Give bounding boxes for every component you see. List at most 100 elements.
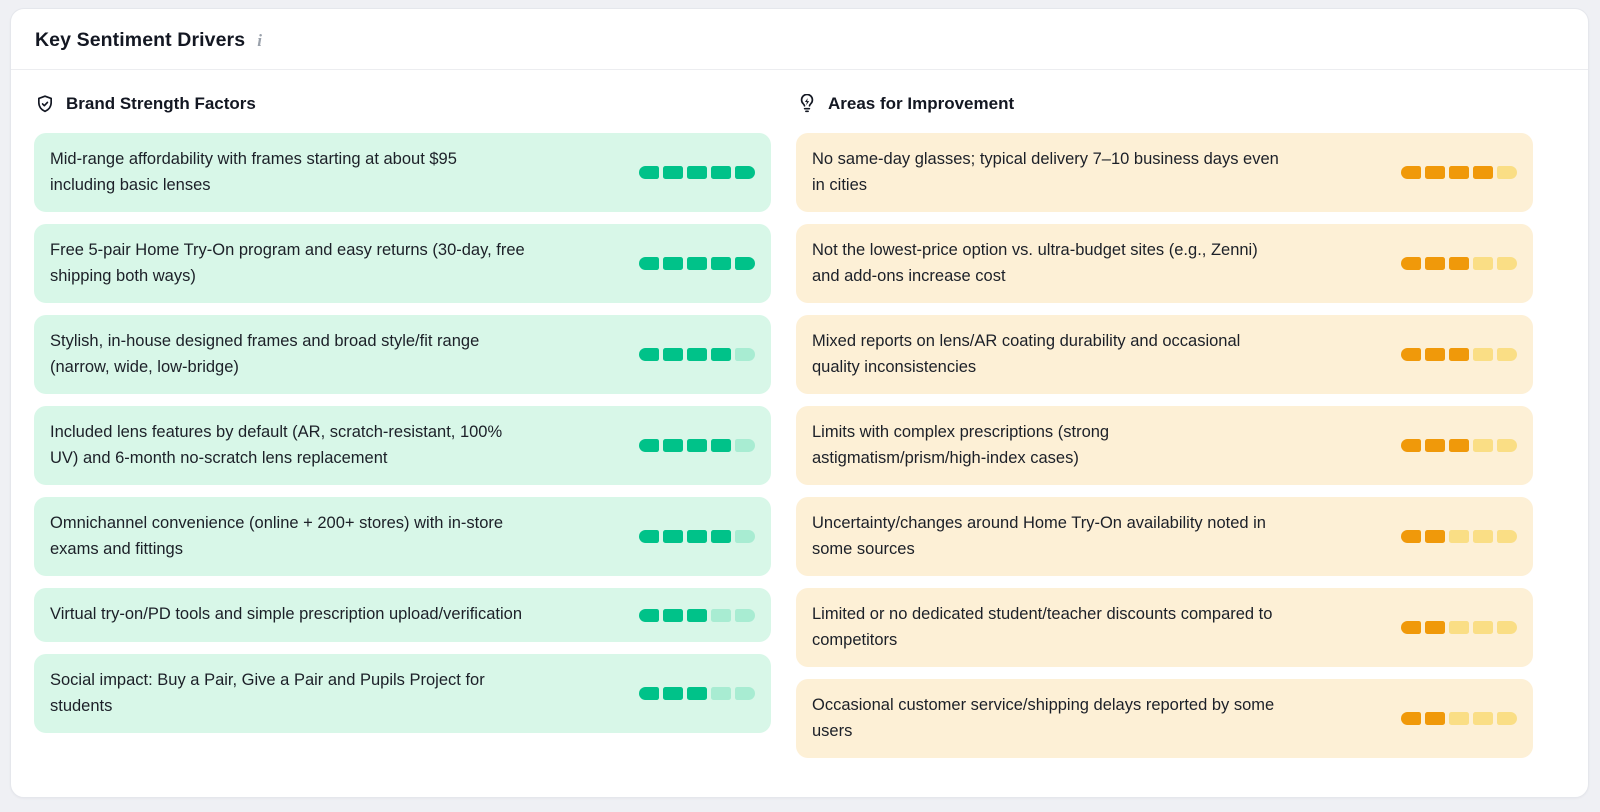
driver-text: Social impact: Buy a Pair, Give a Pair a… [50,671,485,715]
key-sentiment-drivers-panel: Key Sentiment Drivers i Brand Strength F… [10,8,1589,798]
driver-text: Occasional customer service/shipping del… [812,696,1275,740]
bar-segment-empty [735,348,755,361]
strength-card: Mid-range affordability with frames star… [34,133,771,212]
bar-segment-filled [1401,257,1421,270]
bar-segment-filled [711,439,731,452]
bar-segment-filled [639,166,659,179]
bar-segment-filled [687,348,707,361]
improvement-card: Occasional customer service/shipping del… [796,679,1533,758]
bar-segment-filled [639,687,659,700]
bar-segment-filled [687,166,707,179]
bar-segment-filled [687,687,707,700]
panel-body: Brand Strength Factors Mid-range afforda… [11,70,1588,758]
sentiment-score-bar [1401,530,1517,543]
bar-segment-empty [1497,712,1517,725]
bar-segment-empty [735,687,755,700]
bar-segment-filled [1425,439,1445,452]
bar-segment-filled [663,439,683,452]
driver-text: Limits with complex prescriptions (stron… [812,423,1110,467]
bar-segment-empty [735,608,755,622]
sentiment-score-bar [639,608,755,622]
bar-segment-filled [639,348,659,361]
sentiment-score-bar [639,348,755,361]
bar-segment-empty [1497,257,1517,270]
improvement-card: Not the lowest-price option vs. ultra-bu… [796,224,1533,303]
bar-segment-empty [1473,530,1493,543]
areas-improvement-heading: Areas for Improvement [828,94,1015,113]
bar-segment-filled [1401,348,1421,361]
bar-segment-empty [1497,530,1517,543]
bar-segment-filled [735,166,755,179]
bar-segment-filled [1449,166,1469,179]
bar-segment-empty [1497,348,1517,361]
bar-segment-empty [1473,439,1493,452]
driver-text: Free 5-pair Home Try-On program and easy… [50,241,525,285]
bar-segment-filled [1425,530,1445,543]
bar-segment-filled [1401,439,1421,452]
bar-segment-empty [711,608,731,622]
sentiment-score-bar [1401,166,1517,179]
areas-improvement-list: No same-day glasses; typical delivery 7–… [796,133,1533,758]
sentiment-score-bar [1401,257,1517,270]
driver-text: Not the lowest-price option vs. ultra-bu… [812,241,1258,285]
bar-segment-filled [735,257,755,270]
sentiment-score-bar [639,257,755,270]
driver-text: No same-day glasses; typical delivery 7–… [812,150,1279,194]
driver-text: Omnichannel convenience (online + 200+ s… [50,514,504,558]
bar-segment-filled [711,166,731,179]
strength-card: Virtual try-on/PD tools and simple presc… [34,588,771,642]
bar-segment-filled [687,257,707,270]
bar-segment-filled [687,439,707,452]
column-areas-for-improvement: Areas for Improvement No same-day glasse… [796,94,1533,758]
bar-segment-empty [1449,621,1469,634]
bar-segment-filled [639,608,659,622]
bar-segment-empty [1449,530,1469,543]
bar-segment-filled [663,348,683,361]
bar-segment-filled [687,608,707,622]
bar-segment-filled [711,530,731,543]
bar-segment-empty [1449,712,1469,725]
bar-segment-filled [1425,712,1445,725]
bar-segment-filled [1449,439,1469,452]
brand-strengths-list: Mid-range affordability with frames star… [34,133,771,733]
bar-segment-filled [711,348,731,361]
sentiment-score-bar [1401,348,1517,361]
bar-segment-empty [711,687,731,700]
bar-segment-filled [639,439,659,452]
shield-check-icon [35,94,55,114]
panel-title: Key Sentiment Drivers [35,29,246,51]
bar-segment-empty [1473,621,1493,634]
driver-text: Included lens features by default (AR, s… [50,423,503,467]
sentiment-score-bar [639,166,755,179]
bar-segment-filled [663,257,683,270]
bar-segment-empty [1497,621,1517,634]
driver-text: Uncertainty/changes around Home Try-On a… [812,514,1266,558]
panel-header: Key Sentiment Drivers i [11,9,1588,70]
bar-segment-empty [1473,257,1493,270]
improvement-card: No same-day glasses; typical delivery 7–… [796,133,1533,212]
driver-text: Stylish, in-house designed frames and br… [50,332,480,376]
bar-segment-empty [1497,439,1517,452]
bar-segment-filled [663,166,683,179]
bar-segment-filled [1449,348,1469,361]
driver-text: Mixed reports on lens/AR coating durabil… [812,332,1241,376]
strength-card: Social impact: Buy a Pair, Give a Pair a… [34,654,771,733]
sentiment-score-bar [639,687,755,700]
bar-segment-filled [1473,166,1493,179]
sentiment-score-bar [1401,621,1517,634]
bar-segment-filled [1425,166,1445,179]
bar-segment-filled [1401,530,1421,543]
column-brand-strength-factors: Brand Strength Factors Mid-range afforda… [34,94,771,758]
sentiment-score-bar [639,530,755,543]
info-icon[interactable]: i [257,31,262,50]
improvement-card: Limited or no dedicated student/teacher … [796,588,1533,667]
improvement-card: Limits with complex prescriptions (stron… [796,406,1533,485]
bar-segment-filled [639,530,659,543]
bar-segment-filled [1425,348,1445,361]
brand-strengths-header: Brand Strength Factors [35,94,771,114]
bar-segment-filled [663,530,683,543]
bar-segment-filled [663,608,683,622]
bar-segment-filled [711,257,731,270]
bar-segment-filled [1401,621,1421,634]
bar-segment-filled [663,687,683,700]
